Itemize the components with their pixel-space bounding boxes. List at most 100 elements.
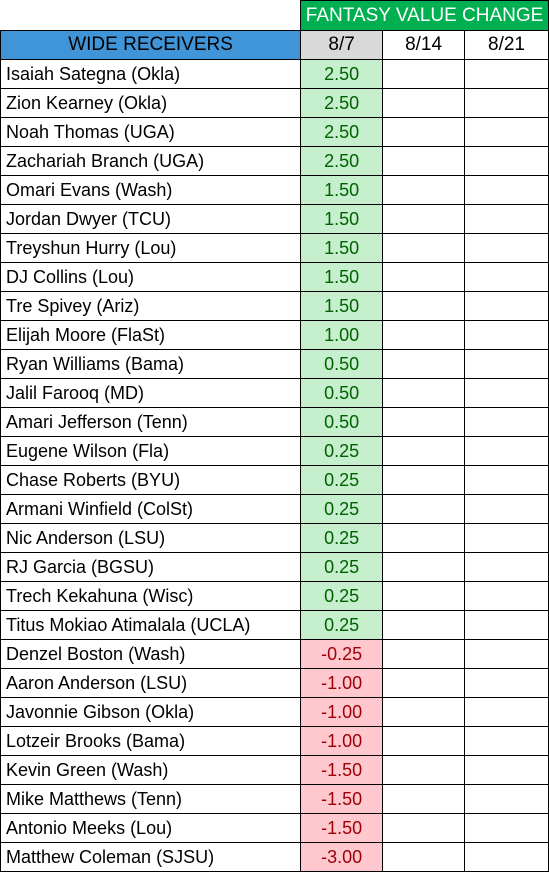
empty-week-cell [382,755,466,785]
value-change-cell: -1.50 [300,755,384,785]
empty-week-cell [382,233,466,263]
table-row: RJ Garcia (BGSU) 0.25 [0,552,549,582]
value-change-cell: 0.25 [300,465,384,495]
table-row: Omari Evans (Wash) 1.50 [0,175,549,205]
empty-week-cell [382,784,466,814]
table-row: Zachariah Branch (UGA) 2.50 [0,146,549,176]
value-change-cell: -1.50 [300,813,384,843]
table-row: Jalil Farooq (MD) 0.50 [0,378,549,408]
value-change-cell: 0.25 [300,494,384,524]
table-row: Titus Mokiao Atimalala (UCLA) 0.25 [0,610,549,640]
empty-week-cell [382,436,466,466]
player-name-cell: Trech Kekahuna (Wisc) [0,581,302,611]
empty-week-cell [464,668,549,698]
empty-week-cell [382,465,466,495]
empty-week-cell [382,407,466,437]
table-row: Treyshun Hurry (Lou) 1.50 [0,233,549,263]
table-row: Isaiah Sategna (Okla) 2.50 [0,59,549,89]
empty-week-cell [464,59,549,89]
empty-week-cell [464,523,549,553]
empty-week-cell [464,349,549,379]
table-row: Chase Roberts (BYU) 0.25 [0,465,549,495]
table-row: Eugene Wilson (Fla) 0.25 [0,436,549,466]
empty-week-cell [382,813,466,843]
table-row: Noah Thomas (UGA) 2.50 [0,117,549,147]
empty-week-cell [464,262,549,292]
value-change-cell: -3.00 [300,842,384,872]
value-change-cell: 0.50 [300,349,384,379]
value-change-cell: -1.50 [300,784,384,814]
table-row: Aaron Anderson (LSU) -1.00 [0,668,549,698]
column-header-row: WIDE RECEIVERS 8/7 8/14 8/21 [0,30,549,60]
player-name-cell: Amari Jefferson (Tenn) [0,407,302,437]
group-header-row: FANTASY VALUE CHANGE [0,0,549,31]
empty-week-cell [464,755,549,785]
empty-week-cell [464,465,549,495]
value-change-cell: -1.00 [300,668,384,698]
player-name-cell: Aaron Anderson (LSU) [0,668,302,698]
table-row: Nic Anderson (LSU) 0.25 [0,523,549,553]
player-name-cell: Elijah Moore (FlaSt) [0,320,302,350]
value-change-cell: 0.25 [300,581,384,611]
blank-corner-cell [0,0,301,31]
value-change-cell: 0.50 [300,407,384,437]
value-change-cell: 2.50 [300,88,384,118]
empty-week-cell [382,204,466,234]
empty-week-cell [464,407,549,437]
player-name-cell: Zachariah Branch (UGA) [0,146,302,176]
empty-week-cell [382,262,466,292]
player-name-cell: Isaiah Sategna (Okla) [0,59,302,89]
value-change-cell: 1.50 [300,204,384,234]
value-change-cell: -0.25 [300,639,384,669]
empty-week-cell [464,204,549,234]
player-name-cell: Tre Spivey (Ariz) [0,291,302,321]
player-name-cell: Zion Kearney (Okla) [0,88,302,118]
empty-week-cell [464,581,549,611]
week-header-8-21: 8/21 [464,30,549,60]
empty-week-cell [464,813,549,843]
empty-week-cell [464,320,549,350]
value-change-cell: 1.50 [300,175,384,205]
week-header-8-7: 8/7 [300,30,384,60]
empty-week-cell [382,117,466,147]
player-name-cell: Ryan Williams (Bama) [0,349,302,379]
empty-week-cell [382,842,466,872]
table-row: Kevin Green (Wash) -1.50 [0,755,549,785]
empty-week-cell [464,784,549,814]
value-change-cell: 2.50 [300,146,384,176]
empty-week-cell [382,59,466,89]
fantasy-value-change-header: FANTASY VALUE CHANGE [300,0,549,31]
week-header-8-14: 8/14 [382,30,466,60]
player-name-cell: Kevin Green (Wash) [0,755,302,785]
empty-week-cell [382,378,466,408]
table-row: DJ Collins (Lou) 1.50 [0,262,549,292]
empty-week-cell [382,320,466,350]
empty-week-cell [382,494,466,524]
player-name-cell: Denzel Boston (Wash) [0,639,302,669]
player-name-cell: DJ Collins (Lou) [0,262,302,292]
player-name-cell: Jalil Farooq (MD) [0,378,302,408]
value-change-cell: 0.25 [300,523,384,553]
empty-week-cell [464,146,549,176]
table-row: Mike Matthews (Tenn) -1.50 [0,784,549,814]
table-row: Jordan Dwyer (TCU) 1.50 [0,204,549,234]
value-change-cell: 0.25 [300,552,384,582]
value-change-cell: 2.50 [300,117,384,147]
value-change-cell: 1.50 [300,291,384,321]
empty-week-cell [382,610,466,640]
empty-week-cell [464,117,549,147]
empty-week-cell [464,88,549,118]
player-name-cell: Treyshun Hurry (Lou) [0,233,302,263]
table-row: Javonnie Gibson (Okla) -1.00 [0,697,549,727]
empty-week-cell [382,291,466,321]
empty-week-cell [464,436,549,466]
player-name-cell: RJ Garcia (BGSU) [0,552,302,582]
value-change-cell: -1.00 [300,697,384,727]
player-name-cell: Nic Anderson (LSU) [0,523,302,553]
value-change-cell: 1.00 [300,320,384,350]
table-row: Lotzeir Brooks (Bama) -1.00 [0,726,549,756]
player-name-cell: Mike Matthews (Tenn) [0,784,302,814]
table-row: Armani Winfield (ColSt) 0.25 [0,494,549,524]
empty-week-cell [464,842,549,872]
